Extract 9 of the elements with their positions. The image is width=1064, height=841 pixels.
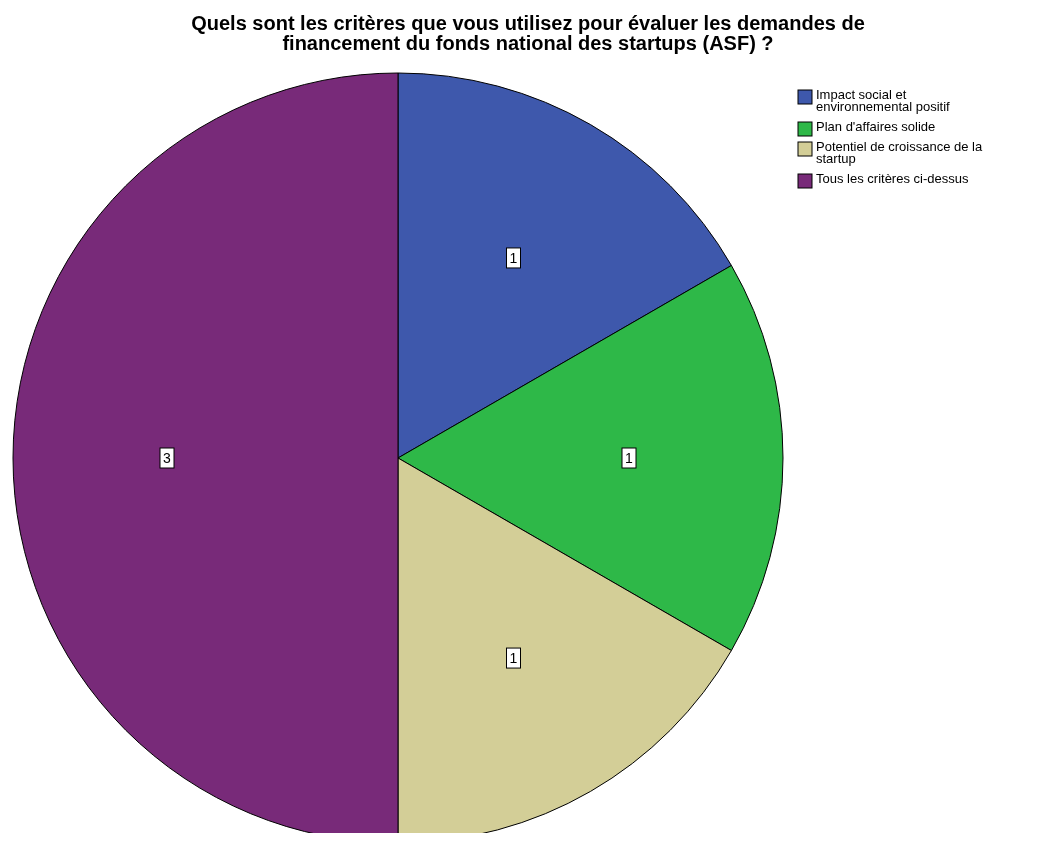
data-label: 3 bbox=[163, 450, 172, 466]
legend-label: Impact social et environnemental positif bbox=[816, 87, 951, 114]
legend-label: Potentiel de croissance de la startup bbox=[816, 139, 983, 166]
data-label: 1 bbox=[509, 650, 518, 667]
legend-label: Tous les critères ci-dessus bbox=[816, 171, 969, 186]
data-label: 1 bbox=[625, 450, 634, 466]
data-label: 1 bbox=[509, 249, 518, 266]
chart-title: Quels sont les critères que vous utilisez pour évaluer les demandes de financement du fonds national des startups (ASF) ? bbox=[191, 12, 865, 54]
legend-label: Plan d'affaires solide bbox=[816, 119, 936, 134]
